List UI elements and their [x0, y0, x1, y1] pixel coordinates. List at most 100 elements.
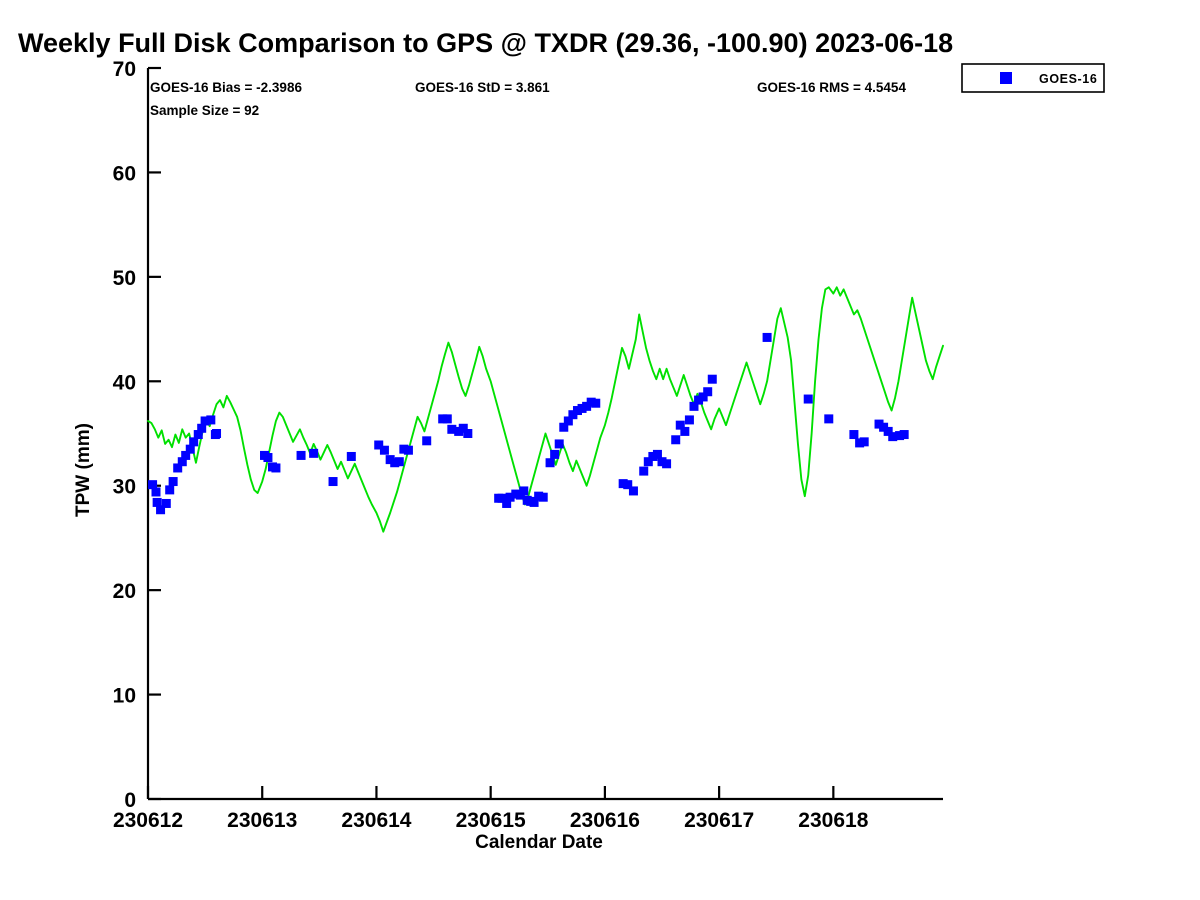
goes16-data-point	[385, 455, 395, 465]
x-tick-label: 230616	[570, 809, 640, 832]
goes16-data-point	[168, 477, 178, 487]
goes16-data-point	[707, 374, 717, 384]
goes16-data-point	[899, 430, 909, 440]
goes16-data-point	[652, 449, 662, 459]
y-axis-label: TPW (mm)	[73, 423, 94, 517]
gps-line-series	[147, 286, 944, 533]
goes16-data-point	[422, 436, 432, 446]
goes16-data-point	[165, 485, 175, 495]
legend-marker-square-icon	[1000, 72, 1012, 84]
goes16-data-point	[628, 486, 638, 496]
goes16-data-point	[680, 426, 690, 436]
chart-title: Weekly Full Disk Comparison to GPS @ TXD…	[18, 28, 953, 58]
goes16-data-point	[883, 426, 893, 436]
goes16-data-point	[803, 394, 813, 404]
goes16-data-point	[148, 480, 158, 490]
goes16-data-point	[328, 477, 338, 487]
goes16-data-point	[197, 423, 207, 433]
y-tick-label: 20	[113, 580, 136, 603]
goes16-data-point	[568, 410, 578, 420]
goes16-data-point	[582, 401, 592, 411]
goes16-data-point	[545, 458, 555, 468]
goes16-data-point	[586, 397, 596, 407]
stat-bias: GOES-16 Bias = -2.3986	[150, 80, 302, 95]
goes16-data-point	[511, 489, 521, 499]
goes16-data-point	[177, 457, 187, 467]
stats-panel: GOES-16 Bias = -2.3986 GOES-16 StD = 3.8…	[150, 80, 906, 118]
goes16-data-point	[458, 423, 468, 433]
x-tick-label: 230615	[456, 809, 526, 832]
legend-box	[961, 63, 1105, 93]
x-tick-label: 230618	[798, 809, 868, 832]
goes16-data-point	[534, 491, 544, 501]
goes16-data-point	[502, 498, 512, 508]
goes16-data-point	[519, 486, 529, 496]
y-tick-label: 10	[113, 685, 136, 708]
stat-std: GOES-16 StD = 3.861	[415, 80, 550, 95]
goes16-data-point	[193, 430, 203, 440]
goes16-data-point	[643, 457, 653, 467]
goes16-data-point	[550, 449, 560, 459]
goes16-data-point	[694, 395, 704, 405]
goes16-data-point	[703, 387, 713, 397]
goes16-data-point	[559, 422, 569, 432]
goes16-data-point	[454, 426, 464, 436]
goes16-data-point	[185, 444, 195, 454]
goes16-data-point	[671, 435, 681, 445]
goes16-data-point	[762, 332, 772, 342]
goes16-data-point	[689, 401, 699, 411]
goes16-data-point	[577, 403, 587, 413]
goes16-data-point	[662, 459, 672, 469]
goes16-data-point	[403, 445, 413, 455]
goes16-data-point	[212, 429, 222, 438]
legend-entry-label: GOES-16	[1039, 72, 1097, 86]
x-tick-label: 230612	[113, 809, 183, 832]
goes16-data-point	[346, 451, 356, 461]
y-axis-ticks: 0 10 20 30 40 50 60 70	[113, 58, 161, 812]
plot-axes	[146, 68, 943, 801]
goes16-data-point	[657, 457, 667, 467]
goes16-data-point	[173, 463, 183, 473]
stat-rms: GOES-16 RMS = 4.5454	[757, 80, 906, 95]
goes16-data-point	[181, 450, 191, 460]
goes16-data-point	[879, 422, 889, 432]
goes16-data-point	[206, 415, 216, 425]
goes16-data-point	[618, 479, 628, 489]
goes16-data-point	[156, 505, 166, 515]
x-axis-ticks: 230612 230613 230614 230615 230616 230617 2306…	[113, 786, 869, 832]
goes16-data-point	[859, 437, 869, 447]
goes16-data-point	[572, 406, 582, 416]
chart-legend[interactable]: GOES-16	[961, 63, 1105, 93]
y-tick-label: 50	[113, 267, 136, 290]
goes16-data-point	[379, 445, 389, 455]
goes16-data-point	[874, 419, 884, 429]
goes16-data-point	[394, 457, 404, 467]
goes16-data-point	[442, 414, 452, 424]
goes16-data-point	[623, 480, 633, 490]
gps-line-path	[147, 286, 944, 533]
goes16-data-point	[152, 497, 162, 507]
goes16-data-point	[399, 444, 409, 454]
goes16-data-point	[895, 431, 905, 441]
goes16-data-point	[263, 453, 273, 463]
y-tick-label: 70	[113, 58, 136, 81]
x-axis-label: Calendar Date	[475, 832, 603, 853]
stat-sample-size: Sample Size = 92	[150, 103, 259, 118]
goes16-data-point	[698, 392, 708, 402]
goes16-data-point	[684, 415, 694, 425]
goes16-data-point	[591, 398, 601, 408]
goes16-data-point	[639, 466, 649, 476]
y-tick-label: 0	[124, 789, 136, 812]
goes16-data-point	[271, 463, 281, 473]
goes16-data-point	[161, 498, 171, 508]
y-tick-label: 30	[113, 476, 136, 499]
goes16-data-point	[200, 416, 210, 426]
goes16-data-point	[538, 492, 548, 502]
goes16-data-point	[189, 437, 199, 447]
x-tick-label: 230613	[227, 809, 297, 832]
goes16-data-point	[151, 487, 161, 497]
goes16-data-point	[438, 414, 448, 424]
goes16-data-point	[390, 458, 400, 468]
